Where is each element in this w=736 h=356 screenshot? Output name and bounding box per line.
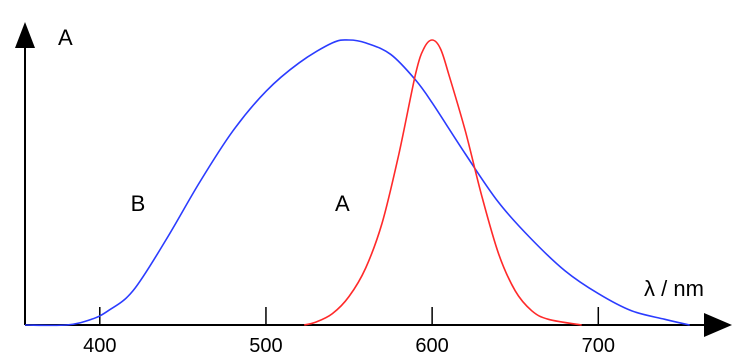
axes: A λ / nm <box>15 22 732 337</box>
x-tick-label-600: 600 <box>415 335 448 356</box>
x-axis-label: λ / nm <box>644 276 704 301</box>
x-ticks: 400 500 600 700 <box>83 307 615 356</box>
x-tick-label-500: 500 <box>249 335 282 356</box>
series-line-b <box>24 39 690 327</box>
x-tick-label-700: 700 <box>582 335 615 356</box>
y-axis-label: A <box>58 25 73 50</box>
curve-label-b: B <box>131 191 146 216</box>
x-tick-label-400: 400 <box>83 335 116 356</box>
x-axis-arrow <box>704 313 732 337</box>
curve-label-a: A <box>335 191 350 216</box>
y-axis-arrow <box>15 22 35 48</box>
series-line-a <box>303 39 582 326</box>
series-lines <box>24 39 690 327</box>
